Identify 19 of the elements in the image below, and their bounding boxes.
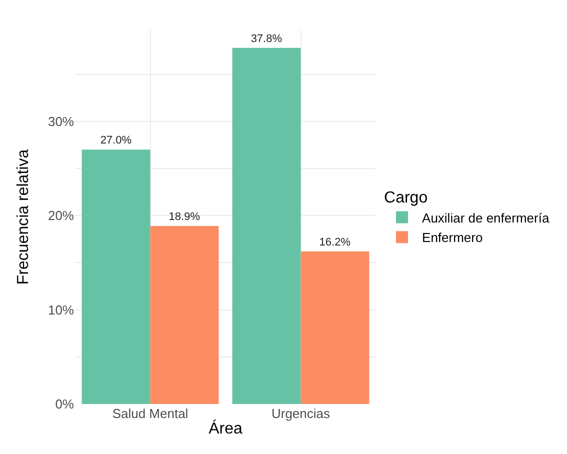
bar: [300, 251, 370, 404]
y-axis-title: Frecuencia relativa: [14, 149, 32, 285]
y-tick-label: 20%: [48, 208, 74, 224]
bar: [150, 226, 219, 404]
bar: [82, 150, 150, 404]
data-label: 18.9%: [168, 210, 200, 223]
x-axis-title: Área: [208, 420, 242, 438]
bar: [232, 48, 301, 404]
y-tick-label: 0%: [55, 396, 74, 412]
y-tick-label: 30%: [48, 114, 74, 129]
data-label: 16.2%: [319, 236, 351, 248]
legend-label: Auxiliar de enfermería: [422, 210, 550, 226]
x-tick-label: Urgencias: [271, 406, 331, 421]
legend-title: Cargo: [384, 189, 428, 206]
data-label: 27.0%: [100, 134, 132, 147]
data-label: 37.8%: [250, 32, 282, 45]
legend-label: Enfermero: [422, 230, 483, 246]
y-tick-label: 10%: [48, 302, 74, 318]
x-tick-label: Salud Mental: [112, 406, 188, 421]
